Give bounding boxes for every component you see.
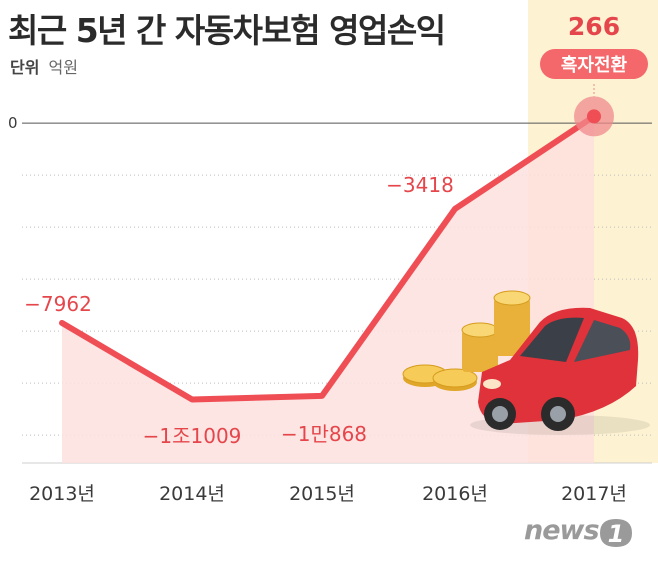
red-car	[478, 307, 639, 431]
data-labels: −7962 −1조1009 −1만868 −3418	[24, 173, 454, 448]
y-axis: 0	[8, 114, 18, 132]
x-tick-label: 2014년	[159, 483, 225, 505]
trend-line	[59, 113, 597, 403]
data-label: −3418	[386, 173, 454, 197]
data-point	[587, 109, 601, 124]
coin	[432, 368, 478, 388]
x-axis: 2013년 2014년 2015년 2016년 2017년	[29, 483, 627, 505]
coin	[461, 322, 499, 338]
highlight-value-label: 266	[568, 12, 620, 41]
car-hub	[492, 406, 508, 422]
news1-logo: news	[524, 515, 600, 546]
car-windshield	[520, 317, 584, 362]
coin	[493, 290, 531, 306]
x-tick-label: 2016년	[422, 483, 488, 505]
y-tick-label: 0	[8, 114, 18, 132]
logo-mark-circle	[600, 519, 632, 547]
car-hub	[550, 406, 566, 422]
highlight-marker: 흑자전환 266	[540, 12, 648, 137]
coin-stack	[462, 330, 498, 372]
x-tick-label: 2017년	[561, 483, 627, 505]
coin-stacks	[402, 290, 531, 391]
logo-mark-text: 1	[608, 520, 625, 548]
x-tick-label: 2013년	[29, 483, 95, 505]
unit-caption: 단위 억원	[10, 54, 78, 78]
highlight-badge	[540, 49, 648, 79]
car-headlight	[483, 379, 501, 389]
x-tick-label: 2015년	[289, 483, 355, 505]
car-coins-illustration	[402, 290, 650, 435]
data-label: −7962	[24, 292, 92, 316]
coin-stack	[494, 298, 530, 356]
data-label: −1조1009	[143, 424, 242, 448]
chart-title: 최근 5년 간 자동차보험 영업손익	[8, 11, 446, 50]
unit-value: 억원	[48, 58, 78, 77]
news1-logo-mark: 1	[600, 519, 632, 548]
unit-label: 단위	[10, 58, 40, 77]
data-label: −1만868	[281, 422, 367, 446]
highlight-badge-label: 흑자전환	[561, 54, 628, 76]
car-side-window	[574, 320, 631, 362]
